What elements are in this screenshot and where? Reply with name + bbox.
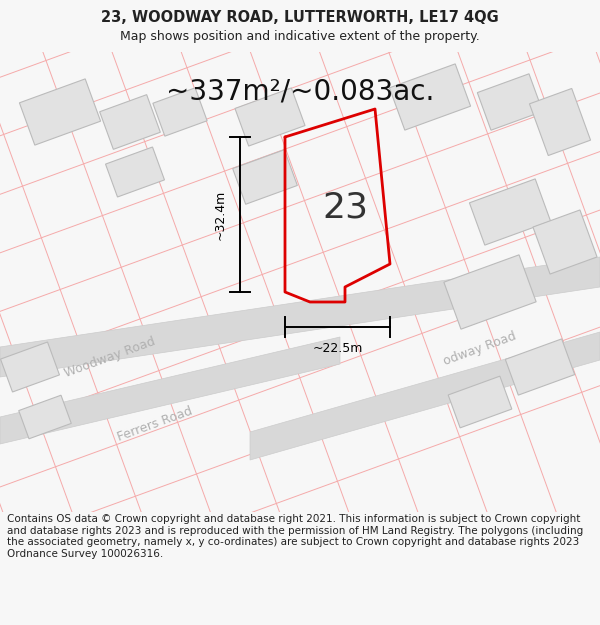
Polygon shape	[448, 376, 512, 428]
Text: ~337m²/~0.083ac.: ~337m²/~0.083ac.	[166, 78, 434, 106]
Polygon shape	[235, 88, 305, 146]
Polygon shape	[469, 179, 551, 245]
Text: Contains OS data © Crown copyright and database right 2021. This information is : Contains OS data © Crown copyright and d…	[7, 514, 583, 559]
Text: 23: 23	[322, 190, 368, 224]
Text: ~22.5m: ~22.5m	[313, 342, 362, 356]
Polygon shape	[0, 337, 340, 444]
Polygon shape	[19, 79, 101, 145]
Polygon shape	[533, 210, 597, 274]
Text: odway Road: odway Road	[442, 330, 518, 368]
Text: Woodway Road: Woodway Road	[63, 334, 157, 379]
Polygon shape	[1, 342, 59, 392]
Text: 23, WOODWAY ROAD, LUTTERWORTH, LE17 4QG: 23, WOODWAY ROAD, LUTTERWORTH, LE17 4QG	[101, 11, 499, 26]
Polygon shape	[529, 89, 590, 156]
Polygon shape	[478, 74, 542, 130]
Polygon shape	[100, 94, 160, 149]
Polygon shape	[19, 395, 71, 439]
Polygon shape	[444, 255, 536, 329]
Polygon shape	[106, 147, 164, 197]
Text: Ferrers Road: Ferrers Road	[116, 404, 194, 444]
Polygon shape	[250, 332, 600, 460]
Text: ~32.4m: ~32.4m	[214, 189, 227, 239]
Polygon shape	[505, 339, 575, 395]
Polygon shape	[153, 88, 207, 136]
Polygon shape	[0, 257, 600, 377]
Polygon shape	[233, 150, 298, 204]
Polygon shape	[389, 64, 470, 130]
Text: Map shows position and indicative extent of the property.: Map shows position and indicative extent…	[120, 29, 480, 42]
